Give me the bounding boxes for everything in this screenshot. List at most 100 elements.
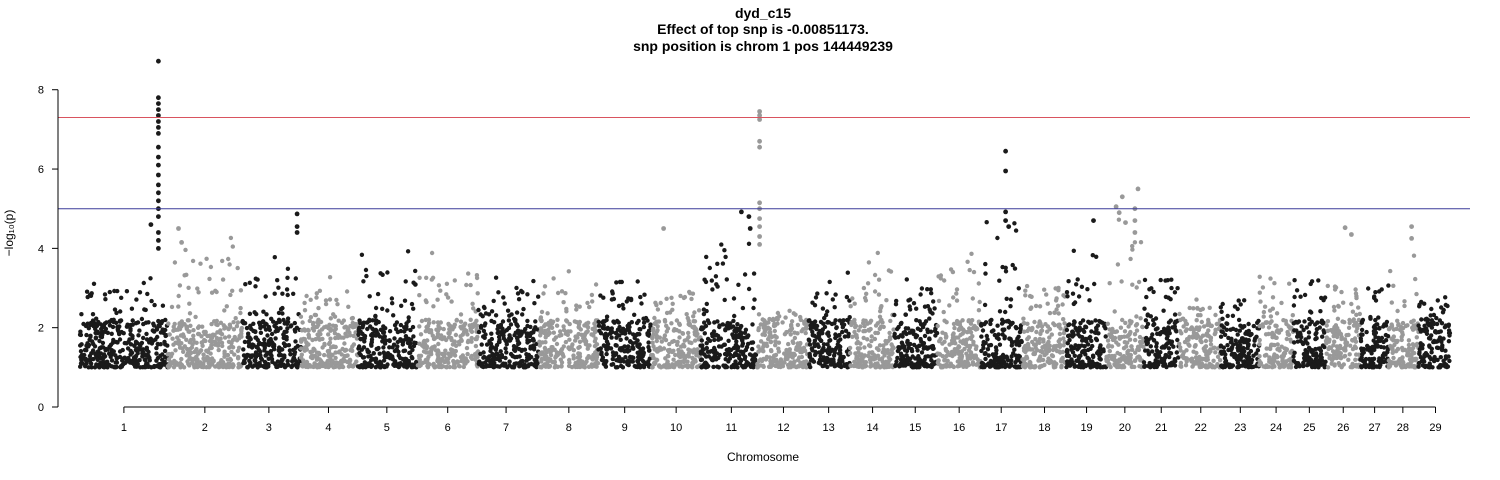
snp-point bbox=[787, 308, 792, 313]
snp-point bbox=[216, 347, 221, 353]
snp-point bbox=[1039, 328, 1044, 334]
snp-point bbox=[444, 292, 449, 297]
snp-point bbox=[1126, 324, 1131, 329]
snp-point bbox=[836, 339, 841, 344]
snp-point bbox=[469, 339, 474, 344]
snp-point bbox=[616, 357, 622, 362]
snp-point bbox=[849, 322, 854, 327]
snp-point bbox=[369, 357, 374, 363]
snp-point bbox=[253, 276, 258, 281]
snp-point bbox=[1037, 358, 1043, 363]
snp-point bbox=[807, 362, 812, 367]
snp-point bbox=[109, 331, 114, 336]
snp-point bbox=[273, 336, 278, 341]
snp-point bbox=[812, 343, 817, 349]
snp-point bbox=[750, 346, 755, 352]
snp-point bbox=[248, 323, 253, 328]
snp-point bbox=[167, 351, 172, 357]
snp-point bbox=[503, 361, 508, 366]
snp-point bbox=[682, 294, 688, 300]
chromosome-10-points bbox=[649, 289, 703, 370]
snp-point bbox=[413, 340, 419, 346]
snp-point bbox=[459, 337, 464, 342]
snp-point bbox=[807, 318, 812, 323]
snp-point bbox=[820, 327, 825, 332]
snp-point bbox=[861, 329, 866, 334]
snp-point bbox=[102, 321, 108, 326]
snp-point bbox=[537, 351, 543, 356]
snp-point bbox=[474, 273, 480, 278]
snp-point bbox=[481, 355, 486, 360]
snp-point bbox=[856, 364, 862, 369]
snp-point bbox=[602, 335, 608, 341]
snp-point bbox=[537, 339, 542, 344]
snp-point bbox=[471, 306, 476, 311]
snp-point bbox=[542, 284, 548, 289]
snp-point bbox=[443, 348, 448, 353]
snp-point bbox=[751, 305, 756, 311]
snp-point bbox=[175, 335, 180, 340]
snp-point bbox=[700, 343, 705, 348]
snp-point bbox=[918, 358, 923, 363]
snp-point bbox=[1094, 365, 1100, 370]
snp-point bbox=[539, 359, 544, 364]
snp-point bbox=[892, 312, 897, 318]
snp-point bbox=[1110, 329, 1116, 334]
snp-point bbox=[450, 342, 456, 347]
snp-point bbox=[1181, 324, 1186, 329]
snp-point bbox=[184, 337, 189, 342]
snp-point bbox=[649, 352, 654, 358]
snp-point bbox=[166, 321, 171, 326]
snp-point bbox=[311, 320, 316, 326]
snp-point bbox=[1199, 361, 1205, 366]
snp-point bbox=[296, 362, 301, 367]
snp-point bbox=[304, 340, 309, 346]
snp-point bbox=[539, 318, 544, 323]
snp-point bbox=[1205, 357, 1211, 362]
snp-point bbox=[489, 336, 494, 342]
snp-point bbox=[561, 344, 566, 349]
snp-point bbox=[247, 311, 253, 316]
snp-point bbox=[1093, 318, 1098, 323]
snp-point bbox=[292, 352, 297, 357]
snp-point bbox=[143, 357, 148, 362]
snp-point bbox=[1151, 363, 1156, 369]
snp-point bbox=[634, 332, 639, 338]
snp-point bbox=[525, 292, 530, 297]
snp-point bbox=[482, 335, 487, 340]
snp-point bbox=[919, 322, 924, 327]
snp-point bbox=[1183, 363, 1189, 368]
snp-point bbox=[473, 343, 479, 349]
chromosome-7-points bbox=[476, 275, 541, 370]
snp-point bbox=[959, 361, 964, 366]
snp-point bbox=[1032, 319, 1037, 325]
snp-point bbox=[756, 326, 761, 331]
snp-point bbox=[1203, 365, 1209, 370]
snp-point bbox=[238, 310, 243, 316]
snp-point bbox=[146, 364, 152, 369]
snp-point bbox=[424, 275, 429, 280]
snp-point bbox=[516, 297, 522, 302]
snp-point bbox=[884, 298, 889, 303]
snp-point bbox=[206, 364, 212, 370]
snp-point bbox=[596, 319, 601, 325]
snp-point bbox=[145, 291, 150, 297]
snp-point bbox=[208, 351, 213, 356]
snp-point bbox=[515, 328, 521, 333]
snp-point bbox=[736, 282, 741, 287]
snp-point bbox=[952, 352, 957, 357]
snp-point bbox=[1236, 317, 1242, 323]
snp-point bbox=[699, 357, 705, 362]
snp-point bbox=[571, 353, 576, 358]
snp-point bbox=[883, 338, 888, 344]
snp-point bbox=[616, 303, 622, 309]
snp-point bbox=[1052, 362, 1057, 367]
snp-point bbox=[1236, 298, 1241, 303]
snp-point bbox=[278, 326, 283, 331]
snp-point bbox=[1070, 291, 1076, 296]
snp-point bbox=[732, 328, 737, 333]
snp-point bbox=[914, 306, 919, 311]
snp-point bbox=[682, 344, 687, 349]
snp-point bbox=[115, 324, 120, 330]
snp-point bbox=[213, 288, 218, 293]
